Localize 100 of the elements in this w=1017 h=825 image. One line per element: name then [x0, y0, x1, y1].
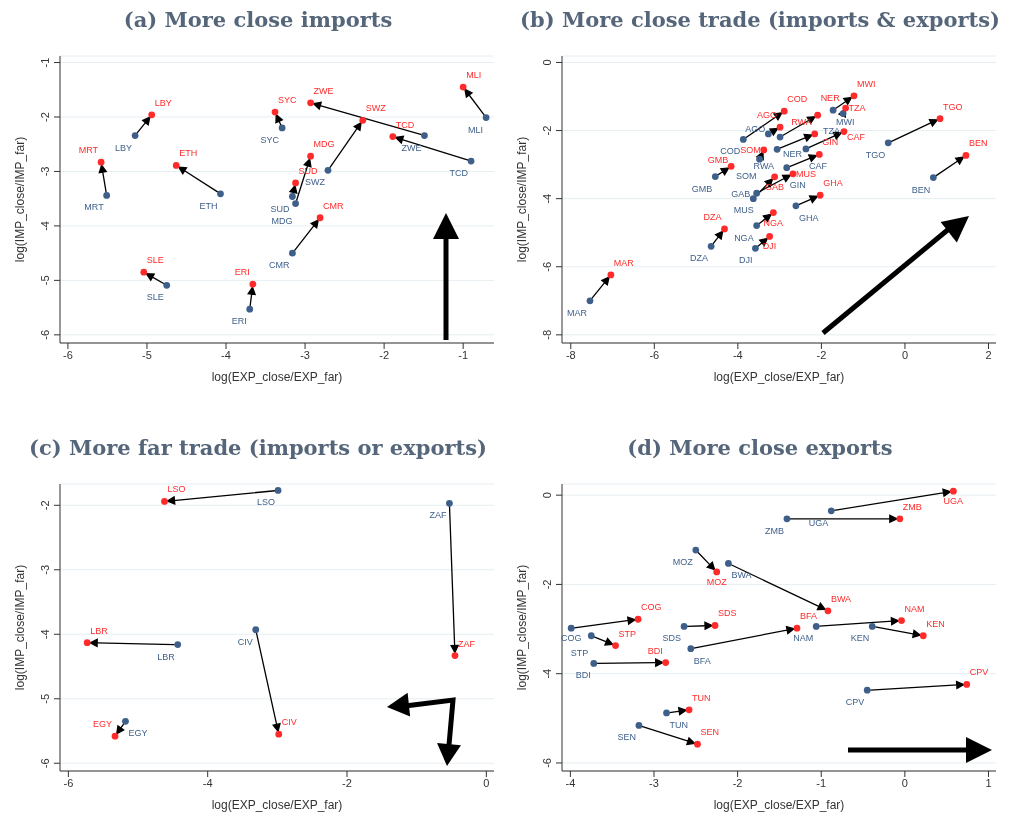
- point: [111, 732, 119, 740]
- data-label: MRT: [78, 145, 99, 156]
- y-tick-label: -2: [541, 579, 553, 590]
- point: [694, 740, 701, 748]
- data-label: MLI: [468, 124, 484, 135]
- data-label: MOZ: [672, 557, 694, 568]
- chart-title: (a) More close imports: [122, 7, 394, 34]
- point: [612, 642, 619, 649]
- point: [278, 124, 286, 132]
- data-label: GIN: [789, 179, 806, 190]
- point: [359, 116, 367, 124]
- point: [289, 249, 296, 257]
- point: [83, 639, 91, 647]
- point: [711, 173, 719, 180]
- point: [812, 623, 820, 630]
- point: [103, 192, 111, 199]
- point: [148, 111, 156, 119]
- data-label: CPV: [845, 697, 865, 708]
- data-label: SOM: [736, 171, 757, 182]
- data-label: BFA: [693, 655, 711, 666]
- data-label: NGA: [734, 232, 754, 243]
- x-tick-label: -3: [649, 776, 659, 789]
- point: [122, 717, 129, 725]
- data-label: SLE: [146, 255, 164, 266]
- point: [764, 130, 772, 138]
- point: [811, 130, 819, 138]
- point: [289, 193, 296, 200]
- point: [773, 145, 781, 153]
- x-tick-label: -4: [221, 348, 231, 361]
- x-tick-label: -2: [342, 776, 352, 789]
- y-tick-label: -3: [39, 564, 51, 575]
- data-label: TUN: [692, 692, 711, 703]
- x-tick-label: 0: [901, 348, 908, 361]
- point: [815, 151, 823, 158]
- y-tick-label: -4: [541, 193, 553, 204]
- point: [829, 106, 837, 114]
- point: [756, 155, 763, 163]
- data-label: ZWE: [313, 85, 334, 96]
- x-tick-label: 2: [985, 348, 992, 361]
- x-tick-label: -2: [732, 776, 743, 789]
- x-tick-label: -3: [300, 348, 310, 361]
- data-label: TZA: [823, 125, 841, 136]
- data-label: GAB: [765, 181, 785, 192]
- data-label: UGA: [943, 496, 964, 507]
- data-label: SDS: [662, 633, 682, 644]
- y-tick-label: -8: [541, 329, 553, 340]
- data-label: CAF: [808, 160, 828, 171]
- data-label: MAR: [566, 307, 588, 318]
- point: [898, 617, 905, 624]
- point: [713, 568, 721, 576]
- point: [753, 189, 761, 197]
- data-label: RWA: [753, 161, 775, 172]
- data-label: ZWE: [401, 142, 422, 153]
- data-label: SOM: [740, 144, 761, 155]
- data-label: GMB: [691, 183, 713, 194]
- point: [680, 623, 688, 630]
- data-label: LBY: [154, 97, 172, 108]
- data-label: BWA: [731, 570, 752, 581]
- y-tick-label: -3: [39, 166, 51, 177]
- data-label: TUN: [669, 719, 689, 730]
- data-label: ZAF: [429, 510, 447, 521]
- point: [174, 641, 182, 648]
- point: [769, 209, 777, 216]
- data-label: GIN: [822, 137, 839, 148]
- data-label: GHA: [823, 178, 843, 189]
- point: [275, 730, 283, 738]
- y-axis-title: log(IMP_close/IMP_far): [515, 564, 530, 691]
- data-label: ZMB: [764, 525, 784, 536]
- point: [634, 615, 642, 623]
- point: [685, 706, 693, 714]
- data-label: MDG: [313, 139, 335, 150]
- chart-title: (b) More close trade (imports & exports): [519, 7, 1001, 34]
- point: [776, 123, 784, 131]
- point: [246, 305, 254, 313]
- y-tick-label: -5: [39, 693, 51, 704]
- point: [451, 652, 459, 659]
- data-label: GHA: [798, 212, 819, 223]
- data-label: BFA: [799, 611, 817, 622]
- data-label: MUS: [733, 205, 754, 216]
- data-label: CMR: [268, 260, 290, 271]
- y-tick-label: -6: [39, 758, 51, 769]
- data-label: GMB: [707, 155, 729, 166]
- point: [607, 271, 615, 279]
- point: [827, 507, 835, 515]
- point: [840, 128, 848, 135]
- data-label: COG: [641, 602, 662, 613]
- data-label: DZA: [703, 211, 722, 222]
- point: [274, 487, 282, 494]
- x-tick-label: 1: [985, 776, 992, 789]
- point: [389, 133, 397, 140]
- point: [662, 659, 670, 666]
- data-label: NAM: [904, 603, 925, 614]
- point: [249, 280, 257, 288]
- point: [292, 179, 299, 187]
- y-tick-label: -2: [39, 112, 51, 122]
- data-label: COD: [787, 94, 808, 105]
- data-label: SYC: [278, 95, 298, 106]
- data-label: STP: [570, 647, 589, 658]
- point: [814, 111, 822, 119]
- data-label: MAR: [613, 257, 635, 268]
